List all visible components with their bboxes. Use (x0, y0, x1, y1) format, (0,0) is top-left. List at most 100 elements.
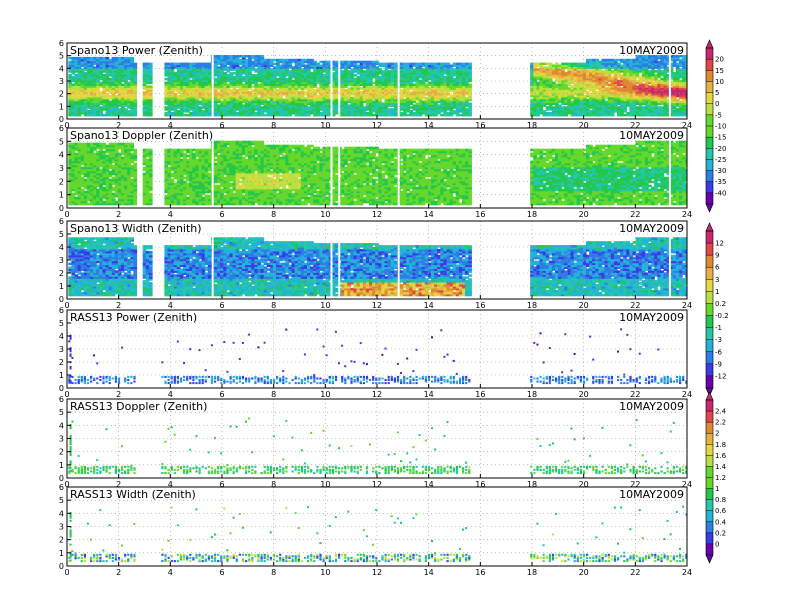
heatmap-cell (393, 89, 398, 92)
heatmap-cell (679, 108, 683, 111)
heatmap-cell (266, 60, 271, 64)
heatmap-cell (316, 87, 320, 90)
heatmap-cell (77, 68, 82, 71)
heatmap-cell (356, 108, 361, 111)
heatmap-cell (641, 110, 646, 113)
heatmap-cell (130, 56, 134, 60)
heatmap-cell (533, 66, 537, 69)
heatmap-cell (114, 56, 119, 60)
heatmap-cell (675, 98, 680, 102)
heatmap-cell (272, 100, 277, 104)
heatmap-cell (390, 87, 395, 90)
heatmap-cell (412, 75, 417, 79)
heatmap-cell (613, 83, 618, 86)
heatmap-cell (334, 83, 339, 86)
heatmap-cell (173, 66, 178, 69)
heatmap-cell (449, 110, 454, 113)
heatmap-cell (362, 98, 367, 102)
heatmap-cell (167, 89, 172, 92)
heatmap-cell (322, 112, 327, 115)
heatmap-cell (86, 89, 91, 92)
heatmap-cell (582, 77, 587, 81)
heatmap-cell (288, 64, 293, 67)
heatmap-cell (390, 93, 395, 96)
heatmap-cell (294, 94, 299, 98)
heatmap-cell (579, 83, 584, 86)
heatmap-cell (654, 70, 658, 73)
heatmap-cell (582, 91, 587, 94)
heatmap-cell (384, 64, 389, 67)
heatmap-cell (431, 87, 435, 90)
heatmap-cell (232, 83, 237, 86)
heatmap-cell (561, 94, 565, 98)
heatmap-cell (601, 96, 606, 100)
heatmap-cell (189, 106, 193, 109)
heatmap-cell (86, 77, 91, 81)
heatmap-cell (679, 94, 683, 98)
heatmap-cell (316, 108, 320, 111)
heatmap-cell (685, 75, 687, 79)
heatmap-cell (629, 89, 634, 92)
heatmap-cell (214, 113, 218, 117)
heatmap-cell (613, 68, 618, 71)
heatmap-cell (297, 68, 302, 71)
heatmap-cell (548, 87, 553, 90)
heatmap-cell (589, 74, 593, 77)
heatmap-cell (276, 102, 280, 105)
heatmap-cell (440, 106, 444, 109)
heatmap-cell (300, 77, 305, 81)
heatmap-cell (195, 108, 200, 111)
heatmap-cell (341, 70, 345, 73)
heatmap-cell (384, 77, 389, 81)
heatmap-cell (353, 113, 358, 117)
heatmap-cell (74, 81, 79, 85)
heatmap-cell (657, 108, 661, 111)
heatmap-cell (446, 68, 451, 71)
heatmap-cell (226, 106, 231, 109)
heatmap-cell (319, 85, 324, 88)
heatmap-cell (71, 58, 76, 62)
heatmap-cell (465, 108, 469, 111)
heatmap-cell (334, 106, 339, 109)
heatmap-cell (455, 83, 460, 86)
heatmap-cell (99, 110, 103, 113)
heatmap-cell (248, 58, 252, 62)
heatmap-cell (406, 98, 410, 102)
heatmap-cell (325, 91, 330, 94)
heatmap-cell (108, 102, 113, 105)
heatmap-cell (257, 106, 262, 109)
heatmap-cell (189, 64, 193, 67)
heatmap-cell (173, 100, 178, 104)
heatmap-cell (167, 104, 172, 107)
heatmap-cell (437, 106, 441, 109)
heatmap-cell (654, 110, 658, 113)
heatmap-cell (334, 70, 339, 73)
heatmap-cell (310, 102, 314, 105)
heatmap-cell (186, 98, 190, 102)
heatmap-cell (536, 68, 541, 71)
heatmap-cell (241, 77, 246, 81)
heatmap-cell (322, 77, 327, 81)
heatmap-cell (192, 102, 196, 105)
heatmap-cell (387, 64, 392, 67)
heatmap-cell (260, 70, 265, 73)
heatmap-cell (437, 72, 441, 75)
heatmap-cell (90, 74, 94, 77)
heatmap-cell (245, 89, 249, 92)
heatmap-cell (223, 72, 227, 75)
heatmap-cell (369, 87, 373, 90)
heatmap-cell (319, 94, 324, 98)
heatmap-cell (164, 81, 169, 85)
heatmap-cell (440, 98, 444, 102)
heatmap-cell (251, 98, 255, 102)
heatmap-cell (601, 110, 606, 113)
heatmap-cell (297, 112, 302, 115)
heatmap-cell (241, 93, 246, 96)
heatmap-cell (589, 85, 593, 88)
heatmap-cell (536, 91, 541, 94)
heatmap-cell (303, 113, 308, 117)
heatmap-cell (455, 64, 460, 67)
heatmap-cell (393, 72, 398, 75)
heatmap-cell (74, 75, 79, 79)
heatmap-cell (390, 68, 395, 71)
